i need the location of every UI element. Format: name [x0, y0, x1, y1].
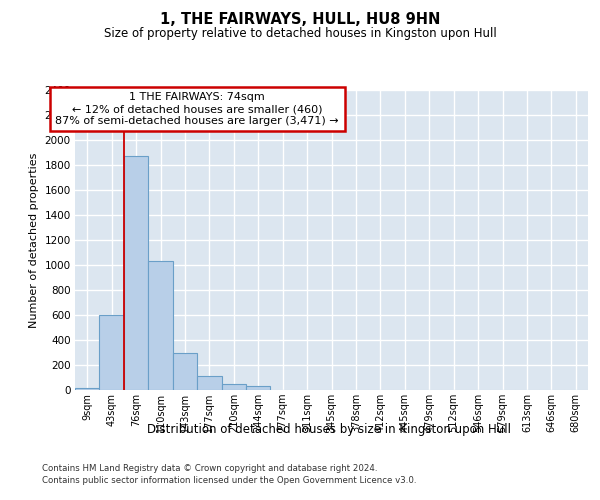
Text: Size of property relative to detached houses in Kingston upon Hull: Size of property relative to detached ho…	[104, 28, 496, 40]
Text: Contains HM Land Registry data © Crown copyright and database right 2024.: Contains HM Land Registry data © Crown c…	[42, 464, 377, 473]
Y-axis label: Number of detached properties: Number of detached properties	[29, 152, 39, 328]
Text: Contains public sector information licensed under the Open Government Licence v3: Contains public sector information licen…	[42, 476, 416, 485]
Text: 1, THE FAIRWAYS, HULL, HU8 9HN: 1, THE FAIRWAYS, HULL, HU8 9HN	[160, 12, 440, 28]
Bar	[173, 352, 197, 390]
Bar	[100, 315, 124, 390]
Bar	[124, 156, 148, 390]
Bar	[221, 384, 246, 390]
Text: 1 THE FAIRWAYS: 74sqm
← 12% of detached houses are smaller (460)
87% of semi-det: 1 THE FAIRWAYS: 74sqm ← 12% of detached …	[55, 92, 339, 126]
Text: Distribution of detached houses by size in Kingston upon Hull: Distribution of detached houses by size …	[147, 422, 511, 436]
Bar	[246, 386, 271, 390]
Bar	[197, 376, 221, 390]
Bar	[75, 388, 100, 390]
Bar	[148, 261, 173, 390]
